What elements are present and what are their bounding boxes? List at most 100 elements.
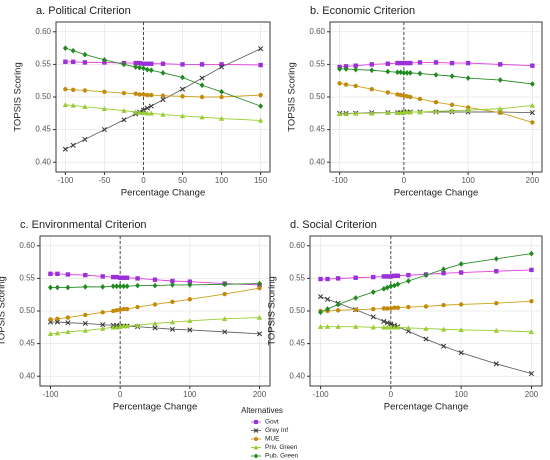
data-point xyxy=(404,70,410,76)
data-point xyxy=(384,320,390,326)
data-point xyxy=(324,324,331,329)
panel-title: b. Economic Criterion xyxy=(310,5,415,17)
data-point xyxy=(65,329,71,335)
data-point xyxy=(63,59,68,64)
data-point xyxy=(54,330,61,336)
data-point xyxy=(70,59,76,64)
data-point xyxy=(423,336,429,342)
data-point xyxy=(369,110,375,116)
x-tick-label: -100 xyxy=(313,390,330,399)
data-point xyxy=(388,274,394,279)
y-tick-label: 0.55 xyxy=(309,60,325,69)
data-point xyxy=(337,66,343,72)
data-point xyxy=(110,283,116,290)
data-point xyxy=(141,61,146,66)
data-point xyxy=(318,276,323,282)
data-point xyxy=(135,282,140,289)
data-point xyxy=(149,61,154,66)
data-point xyxy=(370,324,376,330)
data-point xyxy=(121,117,127,123)
data-point xyxy=(222,329,228,335)
data-point xyxy=(144,66,150,73)
data-point xyxy=(169,326,175,332)
data-point xyxy=(179,86,186,92)
data-point xyxy=(529,267,534,273)
y-tick-label: 0.45 xyxy=(309,125,325,134)
data-point xyxy=(133,60,138,66)
data-point xyxy=(449,60,455,66)
data-point xyxy=(179,113,186,119)
data-point xyxy=(385,274,390,279)
plot-border xyxy=(309,235,543,387)
data-point xyxy=(180,74,185,81)
data-point xyxy=(148,67,154,74)
data-point xyxy=(48,284,53,291)
data-point xyxy=(449,102,455,108)
data-point xyxy=(133,91,138,96)
data-point xyxy=(48,317,53,322)
data-point xyxy=(381,324,387,330)
data-point xyxy=(325,306,330,312)
data-point xyxy=(82,284,88,290)
data-point xyxy=(170,299,175,305)
data-point xyxy=(353,295,359,301)
x-tick-label: 100 xyxy=(461,176,475,185)
data-point xyxy=(441,302,446,308)
y-tick-label: 0.40 xyxy=(35,157,51,166)
data-point xyxy=(353,275,358,280)
data-point xyxy=(353,83,358,89)
data-point xyxy=(102,56,107,63)
data-point xyxy=(258,103,264,109)
data-point xyxy=(335,308,341,313)
data-point xyxy=(465,75,471,81)
data-point xyxy=(494,300,499,306)
data-point xyxy=(529,299,534,304)
data-point xyxy=(258,46,264,52)
data-point xyxy=(407,109,413,115)
data-point xyxy=(65,284,71,291)
data-point xyxy=(385,68,391,75)
data-point xyxy=(55,271,60,277)
data-point xyxy=(148,110,154,116)
y-tick-label: 0.55 xyxy=(35,60,51,69)
data-point xyxy=(222,291,227,297)
data-point xyxy=(199,82,205,89)
data-point xyxy=(70,47,76,54)
data-point xyxy=(256,331,263,337)
data-point xyxy=(530,120,535,125)
data-point xyxy=(65,315,71,320)
data-point xyxy=(408,94,413,100)
data-point xyxy=(381,306,387,311)
data-point xyxy=(101,127,107,133)
x-tick-label: -100 xyxy=(332,176,349,185)
x-axis-title: Percentage Change xyxy=(113,402,198,413)
data-point xyxy=(257,117,264,123)
data-point xyxy=(458,261,464,267)
data-point xyxy=(398,69,404,76)
data-point xyxy=(317,294,324,300)
data-point xyxy=(137,92,142,97)
data-point xyxy=(160,97,166,103)
data-point xyxy=(401,70,407,76)
data-point xyxy=(219,88,224,95)
data-point xyxy=(417,70,423,77)
data-point xyxy=(47,331,54,337)
data-point xyxy=(114,283,120,290)
data-point xyxy=(494,269,499,274)
data-point xyxy=(529,81,535,87)
data-point xyxy=(65,320,71,326)
data-point xyxy=(82,88,88,93)
data-point xyxy=(170,278,175,284)
data-point xyxy=(83,272,88,278)
data-point xyxy=(110,274,116,280)
y-tick-label: 0.60 xyxy=(309,27,325,36)
data-point xyxy=(335,301,341,308)
legend-label: Grey Inf xyxy=(265,427,288,434)
data-point xyxy=(423,325,429,331)
data-point xyxy=(528,371,535,377)
data-point xyxy=(343,111,349,117)
data-point xyxy=(114,308,119,313)
data-point xyxy=(371,306,376,312)
data-point xyxy=(135,276,140,281)
